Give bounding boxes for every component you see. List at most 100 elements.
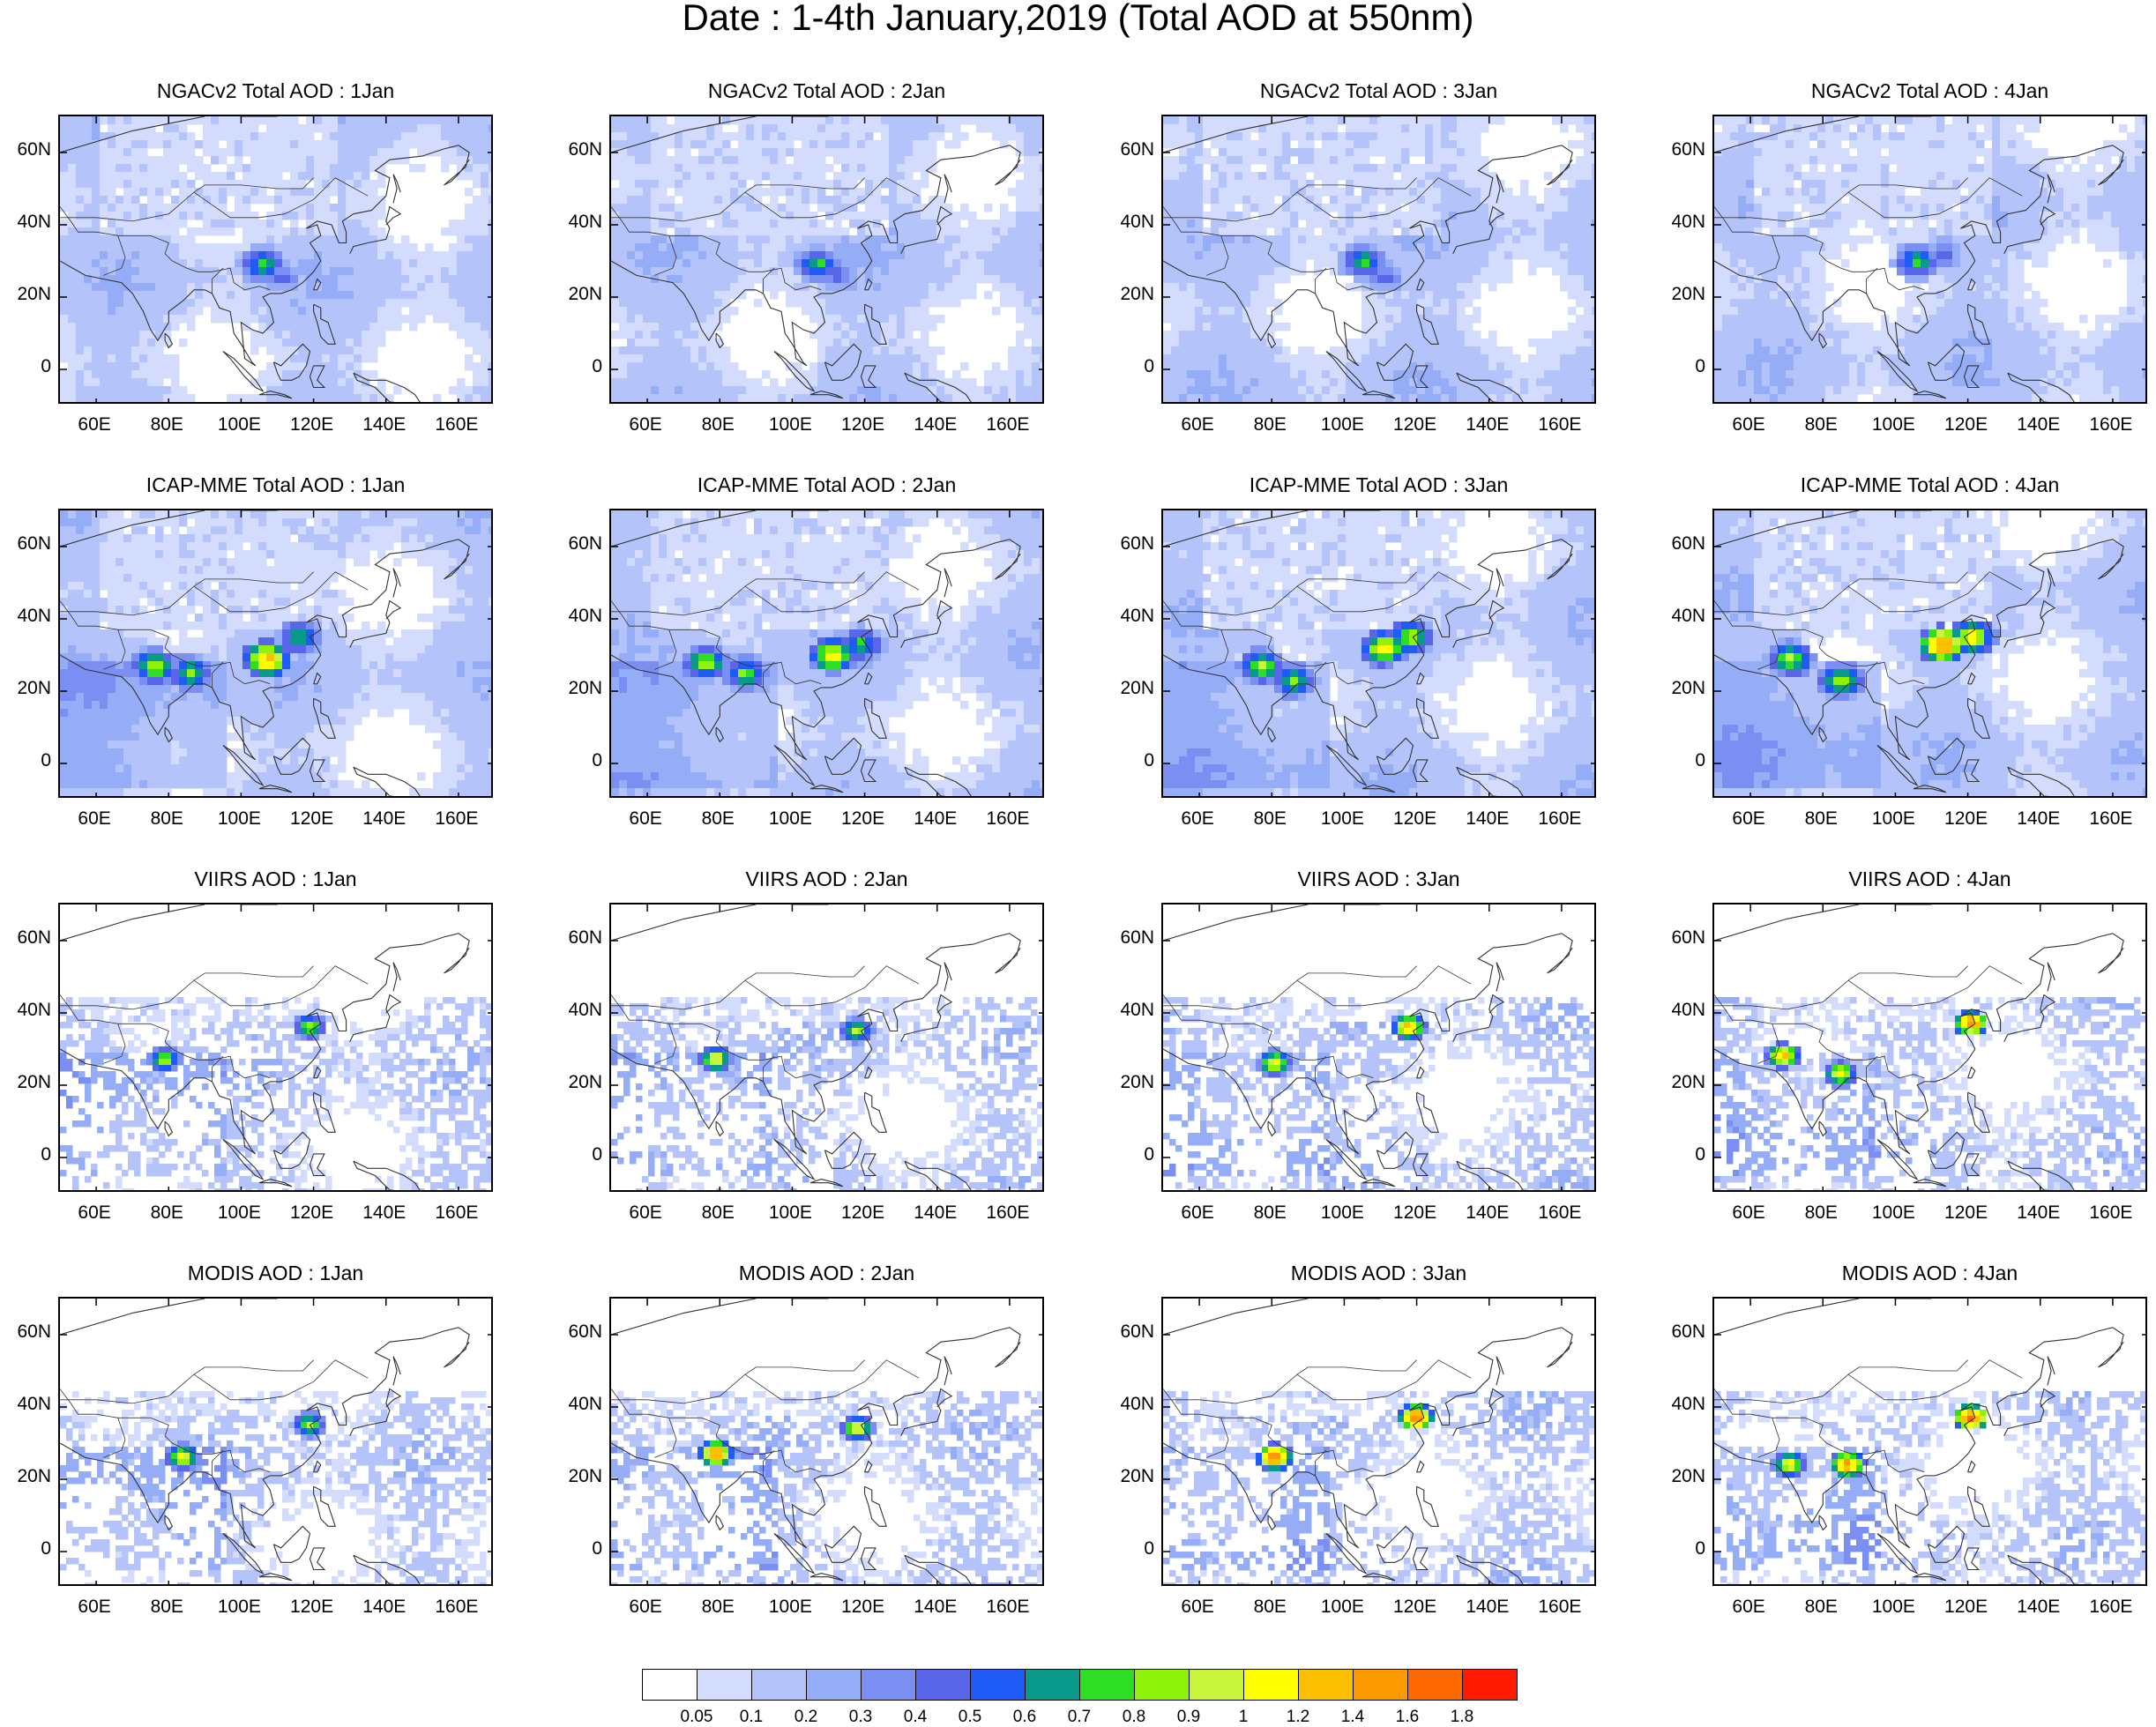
aod-cell: [195, 291, 204, 300]
aod-cell: [346, 124, 354, 133]
aod-cell: [1330, 156, 1339, 165]
aod-cell: [203, 267, 212, 276]
aod-cell: [1008, 251, 1017, 260]
aod-cell: [794, 235, 802, 244]
aod-cell: [385, 267, 394, 276]
aod-cell: [809, 267, 818, 276]
aod-cell: [108, 251, 116, 260]
aod-cell: [627, 180, 636, 189]
aod-cell: [627, 220, 636, 228]
aod-cell: [322, 307, 331, 316]
aod-cell: [1385, 164, 1394, 173]
aod-cell: [187, 227, 196, 236]
aod-cell: [698, 307, 707, 316]
aod-cell: [1584, 331, 1593, 339]
aod-cell: [489, 132, 493, 141]
aod-cell: [944, 275, 953, 284]
aod-cell: [489, 323, 493, 331]
aod-cell: [897, 259, 906, 268]
aod-cell: [92, 220, 101, 228]
aod-cell: [330, 164, 339, 173]
aod-cell: [1040, 354, 1044, 363]
aod-cell: [473, 283, 481, 292]
aod-cell: [1393, 235, 1402, 244]
aod-cell: [1032, 227, 1041, 236]
aod-cell: [825, 148, 834, 157]
aod-cell: [1584, 204, 1593, 212]
aod-cell: [465, 235, 474, 244]
aod-cell: [314, 354, 323, 363]
aod-cell: [1024, 283, 1033, 292]
aod-cell: [897, 386, 906, 395]
aod-cell: [1592, 204, 1596, 212]
aod-cell: [913, 323, 921, 331]
aod-cell: [873, 156, 882, 165]
aod-cell: [1409, 259, 1418, 268]
aod-cell: [1211, 259, 1220, 268]
aod-cell: [266, 116, 275, 125]
aod-cell: [1211, 362, 1220, 371]
aod-cell: [84, 259, 93, 268]
aod-cell: [675, 354, 683, 363]
aod-cell: [100, 362, 108, 371]
aod-cell: [84, 251, 93, 260]
aod-cell: [330, 156, 339, 165]
aod-cell: [1441, 164, 1450, 173]
aod-cell: [865, 156, 874, 165]
aod-cell: [1504, 235, 1513, 244]
aod-cell: [1425, 267, 1434, 276]
aod-cell: [163, 315, 172, 324]
aod-cell: [746, 156, 755, 165]
aod-cell: [187, 243, 196, 252]
aod-cell: [1008, 354, 1017, 363]
aod-cell: [1250, 346, 1259, 355]
aod-cell: [1032, 315, 1041, 324]
aod-cell: [68, 196, 77, 205]
aod-cell: [1163, 180, 1172, 189]
aod-cell: [817, 132, 826, 141]
aod-cell: [889, 331, 898, 339]
aod-cell: [108, 204, 116, 212]
panel-title: NGACv2 Total AOD : 3Jan: [1161, 79, 1596, 103]
aod-cell: [1219, 259, 1227, 268]
aod-cell: [619, 196, 628, 205]
aod-cell: [84, 164, 93, 173]
aod-cell: [1338, 164, 1347, 173]
aod-cell: [786, 172, 795, 181]
aod-cell: [1187, 323, 1196, 331]
aod-cell: [825, 132, 834, 141]
aod-cell: [936, 402, 945, 404]
aod-cell: [1393, 148, 1402, 157]
aod-cell: [68, 124, 77, 133]
aod-cell: [1393, 220, 1402, 228]
aod-cell: [730, 180, 739, 189]
aod-cell: [369, 331, 378, 339]
aod-cell: [873, 148, 882, 157]
aod-cell: [706, 172, 715, 181]
lat-tick-label: 0: [549, 356, 602, 377]
aod-cell: [849, 299, 858, 308]
aod-cell: [377, 283, 386, 292]
aod-cell: [100, 291, 108, 300]
aod-cell: [913, 299, 921, 308]
aod-cell: [60, 354, 69, 363]
aod-cell: [770, 124, 779, 133]
aod-cell: [1401, 243, 1410, 252]
aod-cell: [203, 275, 212, 284]
aod-cell: [123, 164, 132, 173]
aod-cell: [282, 243, 291, 252]
aod-cell: [722, 346, 731, 355]
aod-cell: [897, 227, 906, 236]
aod-cell: [1203, 116, 1212, 125]
aod-cell: [857, 212, 866, 220]
aod-cell: [992, 116, 1001, 125]
aod-cell: [706, 323, 715, 331]
aod-cell: [802, 299, 810, 308]
aod-cell: [1195, 212, 1204, 220]
aod-cell: [714, 196, 723, 205]
aod-cell: [683, 362, 691, 371]
aod-cell: [1235, 235, 1243, 244]
aod-cell: [643, 204, 652, 212]
aod-cell: [1219, 235, 1227, 244]
aod-cell: [330, 386, 339, 395]
